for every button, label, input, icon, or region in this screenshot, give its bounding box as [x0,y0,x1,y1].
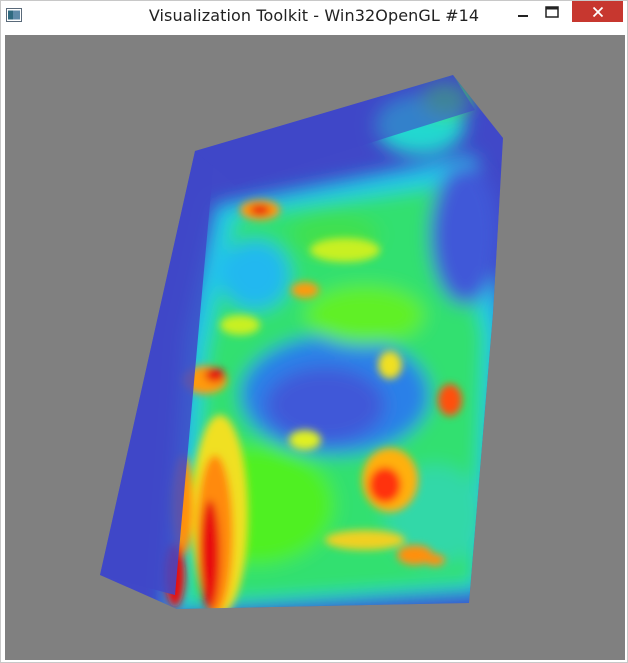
colormapped-surface [100,75,503,609]
maximize-icon [545,5,559,18]
title-bar[interactable]: Visualization Toolkit - Win32OpenGL #14 [1,1,627,31]
close-icon [592,6,603,17]
maximize-button[interactable] [538,1,566,22]
scalar-surface-render[interactable] [5,35,625,660]
app-icon [6,8,22,22]
close-button[interactable] [572,1,623,22]
minimize-button[interactable] [508,1,538,22]
minimize-icon [518,14,528,17]
window-title: Visualization Toolkit - Win32OpenGL #14 [148,6,480,25]
render-viewport[interactable] [5,35,625,660]
